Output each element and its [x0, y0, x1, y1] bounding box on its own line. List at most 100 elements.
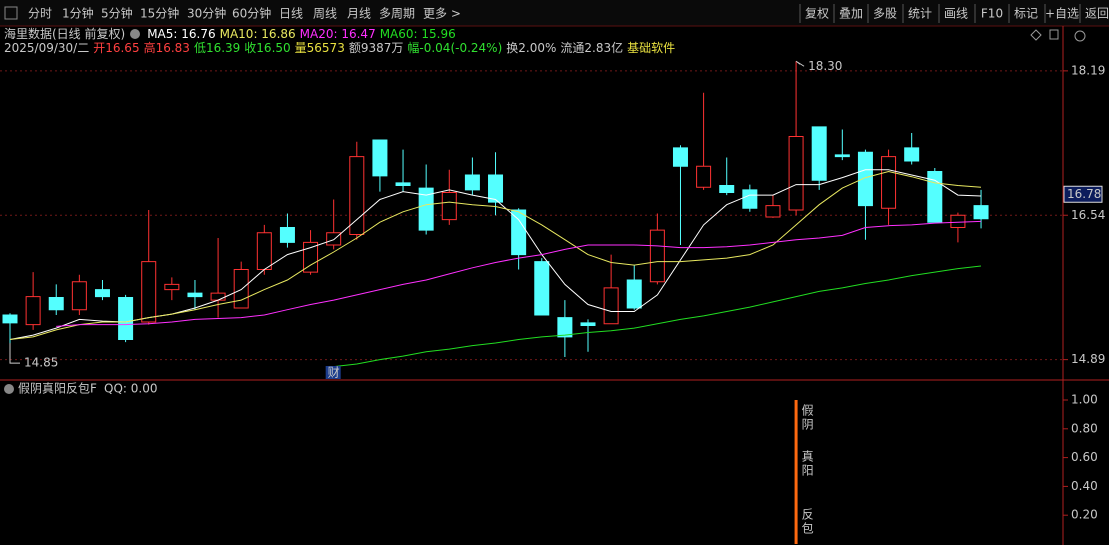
ma-label: MA10: 16.86 — [219, 27, 296, 41]
quote-item: 低16.39 — [193, 41, 241, 55]
candle-body — [719, 185, 735, 193]
indicator-subtitle: QQ: 0.00 — [104, 382, 157, 396]
period-tab[interactable]: 更多 > — [423, 7, 461, 21]
event-marker[interactable]: 财 — [328, 366, 340, 380]
period-tab[interactable]: 5分钟 — [101, 6, 133, 21]
quote-item: 2025/09/30/二 — [4, 41, 90, 55]
toolbar-button[interactable]: 标记 — [1014, 7, 1038, 21]
candle-body — [488, 174, 504, 203]
candle-body — [534, 261, 550, 316]
info-row: 海里数据(日线 前复权) MA5: 16.76 MA10: 16.86 MA20: … — [4, 27, 456, 41]
candle-body — [927, 171, 943, 223]
quote-item: 流通2.83亿 — [560, 41, 624, 55]
quote-item: 幅-0.04(-0.24%) — [407, 41, 503, 55]
low-label: 14.85 — [24, 356, 58, 370]
signal-label: 真阳 — [800, 450, 814, 478]
price-marker-label: 16.78 — [1067, 187, 1101, 201]
period-tab[interactable]: 多周期 — [379, 7, 415, 21]
ma-line — [56, 220, 982, 327]
ma-label: MA5: 16.76 — [147, 27, 216, 41]
quote-item: 额9387万 — [348, 41, 404, 55]
signal-label: 假阴 — [800, 404, 814, 432]
toolbar-button[interactable]: 复权 — [805, 7, 829, 21]
y-tick-label: 0.20 — [1071, 508, 1098, 522]
ma-label: MA60: 15.96 — [379, 27, 456, 41]
candle-body — [233, 269, 249, 309]
y-tick-label: 14.89 — [1071, 352, 1105, 366]
quote-item: 开16.65 — [93, 41, 140, 55]
toolbar-button[interactable]: 统计 — [908, 7, 932, 21]
period-tab[interactable]: 周线 — [313, 7, 337, 21]
y-tick-label: 1.00 — [1071, 393, 1098, 407]
indicator-title: 假阴真阳反包F — [18, 382, 97, 396]
copy-icon[interactable] — [1049, 29, 1059, 40]
price-marker-box — [1063, 185, 1103, 203]
candle-body — [857, 151, 873, 207]
y-tick-label: 0.40 — [1071, 479, 1098, 493]
low-arrow — [9, 343, 20, 364]
candle-body — [811, 126, 827, 181]
period-tab[interactable]: 分时 — [28, 7, 52, 21]
quote-item: 基础软件 — [627, 41, 676, 55]
candle-body — [765, 205, 781, 218]
period-tab[interactable]: 60分钟 — [232, 6, 271, 21]
candle-body — [141, 261, 157, 323]
candle-body — [210, 292, 226, 301]
candle-body — [557, 317, 573, 338]
toolbar-button[interactable]: +自选 — [1045, 7, 1079, 21]
period-tab[interactable]: 月线 — [347, 7, 371, 21]
quote-item: 收16.50 — [244, 41, 291, 55]
candle-body — [164, 283, 180, 291]
candle-body — [834, 154, 850, 158]
candle-body — [418, 187, 434, 231]
period-tab[interactable]: 1分钟 — [62, 6, 94, 21]
candle-body — [187, 292, 203, 298]
toolbar-bg — [0, 0, 1109, 26]
toolbar-button[interactable]: 画线 — [944, 7, 968, 21]
high-arrow — [795, 60, 805, 67]
ma-line — [333, 265, 982, 368]
candle-body — [603, 287, 619, 325]
candle-body — [696, 165, 712, 188]
candle-body — [48, 297, 64, 311]
period-tab[interactable]: 日线 — [279, 7, 303, 21]
candle-body — [950, 214, 966, 228]
quote-item: 高16.83 — [143, 41, 190, 55]
candle-body — [25, 296, 41, 326]
candle-body — [395, 182, 411, 186]
y-tick-label: 18.19 — [1071, 63, 1105, 77]
event-box — [325, 366, 341, 379]
toolbar-button[interactable]: 多股 — [873, 7, 897, 21]
quote-row: 2025/09/30/二 开16.65 高16.83 低16.39 收16.50 量565… — [4, 41, 675, 55]
menu-icon[interactable] — [4, 6, 18, 20]
y-tick-label: 0.60 — [1071, 450, 1098, 464]
signal-label: 反包 — [800, 508, 814, 536]
candle-body — [2, 314, 18, 324]
candle-body — [672, 147, 688, 167]
candle-body — [94, 289, 110, 298]
high-label: 18.30 — [808, 59, 842, 73]
y-tick-label: 0.80 — [1071, 421, 1098, 435]
quote-item: 换2.00% — [506, 41, 557, 55]
candle-body — [904, 147, 920, 162]
settings-icon[interactable] — [130, 29, 140, 39]
candle-body — [372, 139, 388, 177]
candle-body — [973, 205, 989, 220]
zoom-icon[interactable] — [1074, 30, 1086, 42]
candle-body — [881, 156, 897, 209]
period-tab[interactable]: 15分钟 — [140, 6, 179, 21]
candle-body — [511, 209, 527, 256]
y-tick-label: 16.54 — [1071, 208, 1105, 222]
ma-line — [9, 170, 982, 340]
diamond-icon[interactable] — [1030, 29, 1042, 41]
candle-body — [649, 229, 665, 283]
toolbar-button[interactable]: 叠加 — [839, 7, 863, 21]
candle-body — [303, 241, 319, 273]
candle-body — [71, 281, 87, 311]
period-tab[interactable]: 30分钟 — [187, 6, 226, 21]
indicator-icon[interactable] — [4, 384, 14, 394]
toolbar-button[interactable]: 返回 — [1085, 7, 1109, 21]
toolbar-button[interactable]: F10 — [981, 7, 1003, 21]
